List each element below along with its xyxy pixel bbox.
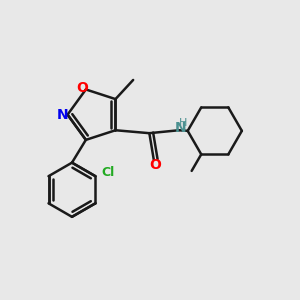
- Text: N: N: [56, 108, 68, 122]
- Text: Cl: Cl: [101, 167, 114, 179]
- Text: N: N: [175, 121, 186, 135]
- Text: O: O: [76, 81, 88, 95]
- Text: H: H: [179, 118, 188, 128]
- Text: O: O: [149, 158, 161, 172]
